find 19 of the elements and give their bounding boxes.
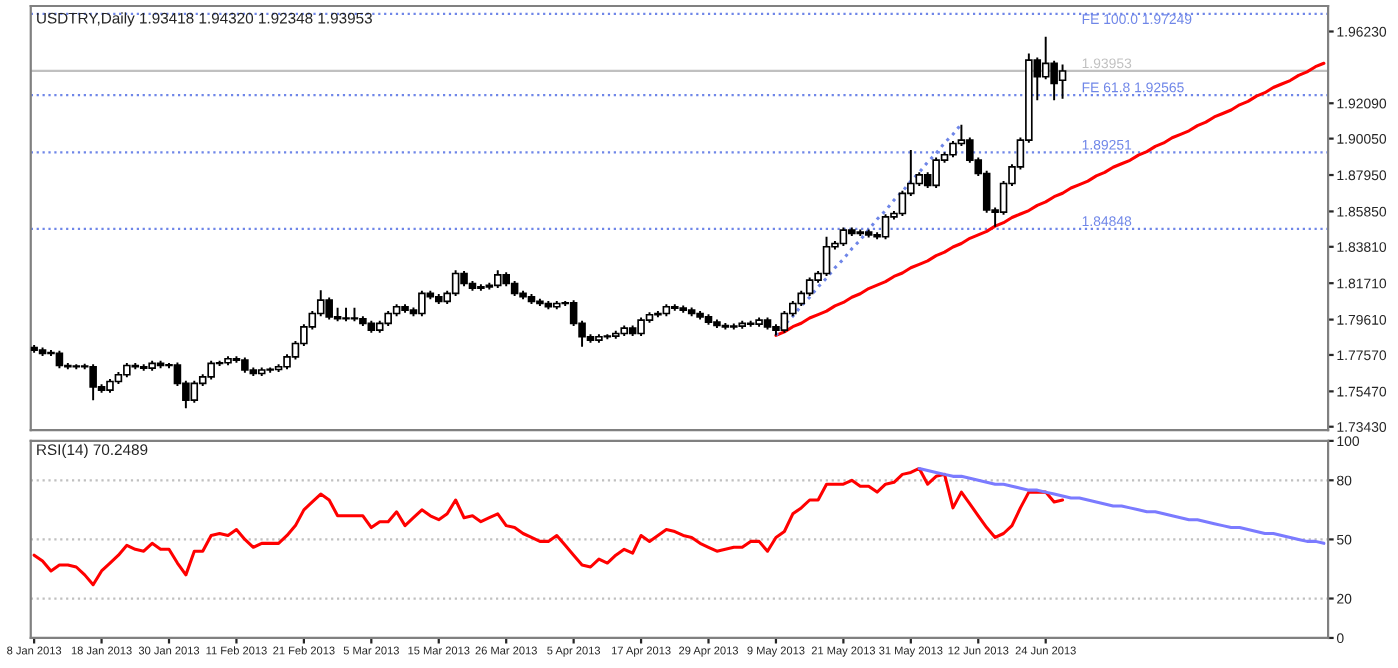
- line-series: [917, 466, 1326, 545]
- candlestick: [932, 156, 940, 189]
- candlestick: [839, 226, 848, 248]
- candlestick: [898, 189, 907, 218]
- candlestick: [1058, 63, 1067, 100]
- candlestick: [780, 309, 789, 334]
- candlestick: [637, 316, 645, 338]
- candlestick: [207, 359, 215, 381]
- candlestick: [1041, 35, 1050, 81]
- candlestick: [89, 363, 97, 402]
- candlestick: [822, 235, 831, 278]
- line-series: [774, 61, 1326, 337]
- candlestick: [418, 289, 426, 318]
- candlestick: [805, 276, 814, 297]
- candlestick: [881, 213, 890, 241]
- line-series: [32, 466, 1065, 587]
- candlestick: [325, 296, 333, 321]
- candlestick: [190, 379, 199, 404]
- candlestick: [451, 269, 460, 297]
